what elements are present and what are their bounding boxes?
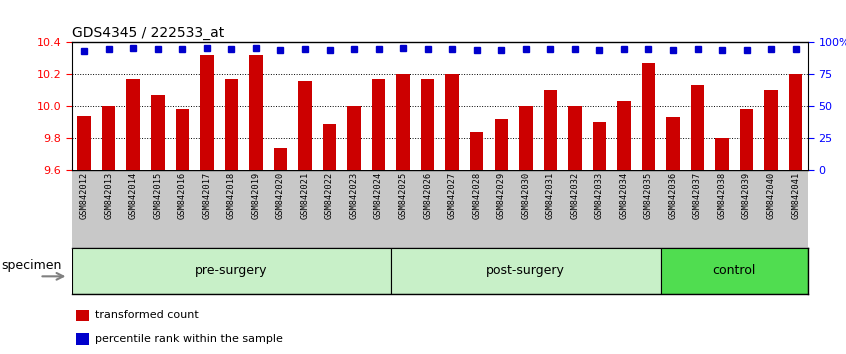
Text: GDS4345 / 222533_at: GDS4345 / 222533_at	[72, 26, 224, 40]
Text: GSM842032: GSM842032	[570, 171, 580, 219]
Bar	[618, 102, 630, 170]
Bar	[348, 106, 360, 170]
Text: GSM842020: GSM842020	[276, 171, 285, 219]
Bar	[667, 118, 679, 170]
Bar	[78, 116, 91, 170]
Bar	[740, 109, 753, 170]
Text: GSM842013: GSM842013	[104, 171, 113, 219]
Bar	[75, 333, 89, 345]
Bar	[299, 81, 311, 170]
Text: GSM842016: GSM842016	[178, 171, 187, 219]
Text: GSM842017: GSM842017	[202, 171, 212, 219]
Text: GSM842012: GSM842012	[80, 171, 89, 219]
Bar	[72, 248, 391, 294]
Text: pre-surgery: pre-surgery	[195, 264, 267, 277]
Text: post-surgery: post-surgery	[486, 264, 565, 277]
Bar	[323, 124, 336, 170]
Bar	[642, 63, 655, 170]
Text: percentile rank within the sample: percentile rank within the sample	[96, 334, 283, 344]
Text: GSM842015: GSM842015	[153, 171, 162, 219]
Bar	[446, 74, 459, 170]
Bar	[250, 55, 262, 170]
Bar	[274, 148, 287, 170]
Bar	[691, 86, 704, 170]
Bar	[495, 119, 508, 170]
Text: GSM842026: GSM842026	[423, 171, 432, 219]
Text: GSM842041: GSM842041	[791, 171, 800, 219]
Bar	[176, 109, 189, 170]
Text: GSM842023: GSM842023	[349, 171, 359, 219]
Bar	[716, 138, 728, 170]
Bar	[569, 106, 581, 170]
Text: GSM842024: GSM842024	[374, 171, 383, 219]
Text: GSM842028: GSM842028	[472, 171, 481, 219]
Text: specimen: specimen	[2, 259, 62, 272]
Bar	[765, 90, 777, 170]
Bar	[201, 55, 213, 170]
Text: control: control	[712, 264, 756, 277]
Text: GSM842029: GSM842029	[497, 171, 506, 219]
Text: GSM842018: GSM842018	[227, 171, 236, 219]
Text: GSM842030: GSM842030	[521, 171, 530, 219]
Bar	[544, 90, 557, 170]
Bar	[661, 248, 808, 294]
Text: GSM842014: GSM842014	[129, 171, 138, 219]
Bar	[397, 74, 409, 170]
Text: GSM842039: GSM842039	[742, 171, 751, 219]
Text: GSM842021: GSM842021	[300, 171, 310, 219]
Text: GSM842019: GSM842019	[251, 171, 261, 219]
Text: GSM842025: GSM842025	[398, 171, 408, 219]
Text: GSM842037: GSM842037	[693, 171, 702, 219]
Bar	[372, 79, 385, 170]
Bar	[102, 106, 115, 170]
Text: GSM842040: GSM842040	[766, 171, 776, 219]
Bar	[789, 74, 802, 170]
Bar	[127, 79, 140, 170]
Bar	[151, 95, 164, 170]
Text: GSM842035: GSM842035	[644, 171, 653, 219]
Text: GSM842027: GSM842027	[448, 171, 457, 219]
Text: transformed count: transformed count	[96, 310, 199, 320]
Text: GSM842031: GSM842031	[546, 171, 555, 219]
Text: GSM842033: GSM842033	[595, 171, 604, 219]
Bar	[391, 248, 661, 294]
Bar	[593, 122, 606, 170]
Text: GSM842022: GSM842022	[325, 171, 334, 219]
Bar	[470, 132, 483, 170]
Text: GSM842034: GSM842034	[619, 171, 629, 219]
Bar	[519, 106, 532, 170]
Text: GSM842038: GSM842038	[717, 171, 727, 219]
Text: GSM842036: GSM842036	[668, 171, 678, 219]
Bar	[75, 309, 89, 321]
Bar	[225, 79, 238, 170]
Bar	[421, 79, 434, 170]
